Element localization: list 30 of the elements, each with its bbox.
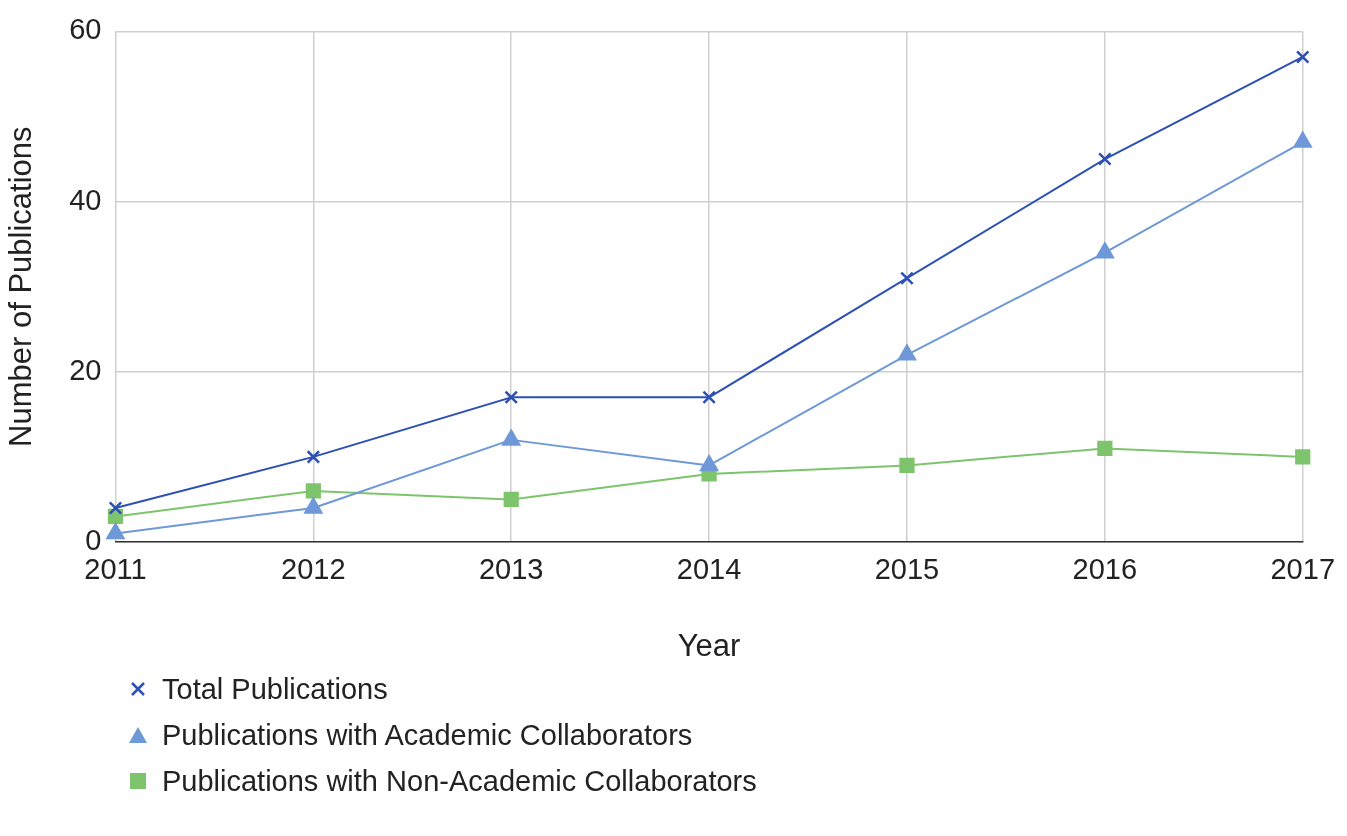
x-tick-label: 2015 bbox=[874, 553, 940, 586]
x-axis-title: Year bbox=[677, 627, 741, 663]
point bbox=[504, 390, 519, 405]
x-tick-label: 2014 bbox=[676, 553, 742, 586]
point bbox=[702, 390, 717, 405]
point bbox=[700, 455, 719, 472]
y-axis-title: Number of Publications bbox=[3, 126, 39, 447]
x-tick-label: 2011 bbox=[84, 553, 147, 586]
y-tick-label: 40 bbox=[69, 183, 102, 216]
point bbox=[1295, 50, 1310, 64]
point bbox=[900, 271, 914, 286]
point bbox=[503, 491, 519, 508]
legend-label: Publications with Non-Academic Collaborators bbox=[162, 764, 757, 798]
point bbox=[1097, 440, 1113, 456]
y-tick-label: 0 bbox=[85, 524, 102, 556]
x-tick-label: 2012 bbox=[281, 553, 346, 586]
x-tick-label: 2013 bbox=[478, 553, 544, 586]
legend-label: Publications with Academic Collaborators bbox=[162, 718, 693, 752]
y-tick-label: 60 bbox=[69, 13, 102, 46]
point bbox=[899, 457, 915, 474]
point bbox=[1295, 449, 1311, 465]
point bbox=[306, 449, 321, 464]
y-tick-label: 20 bbox=[69, 353, 102, 386]
x-tick-label: 2016 bbox=[1072, 553, 1138, 586]
point bbox=[1097, 152, 1112, 166]
point bbox=[106, 523, 125, 540]
x-tick-label: 2017 bbox=[1270, 553, 1335, 586]
point bbox=[305, 483, 321, 499]
legend-label: Total Publications bbox=[162, 672, 388, 706]
point bbox=[108, 501, 123, 515]
